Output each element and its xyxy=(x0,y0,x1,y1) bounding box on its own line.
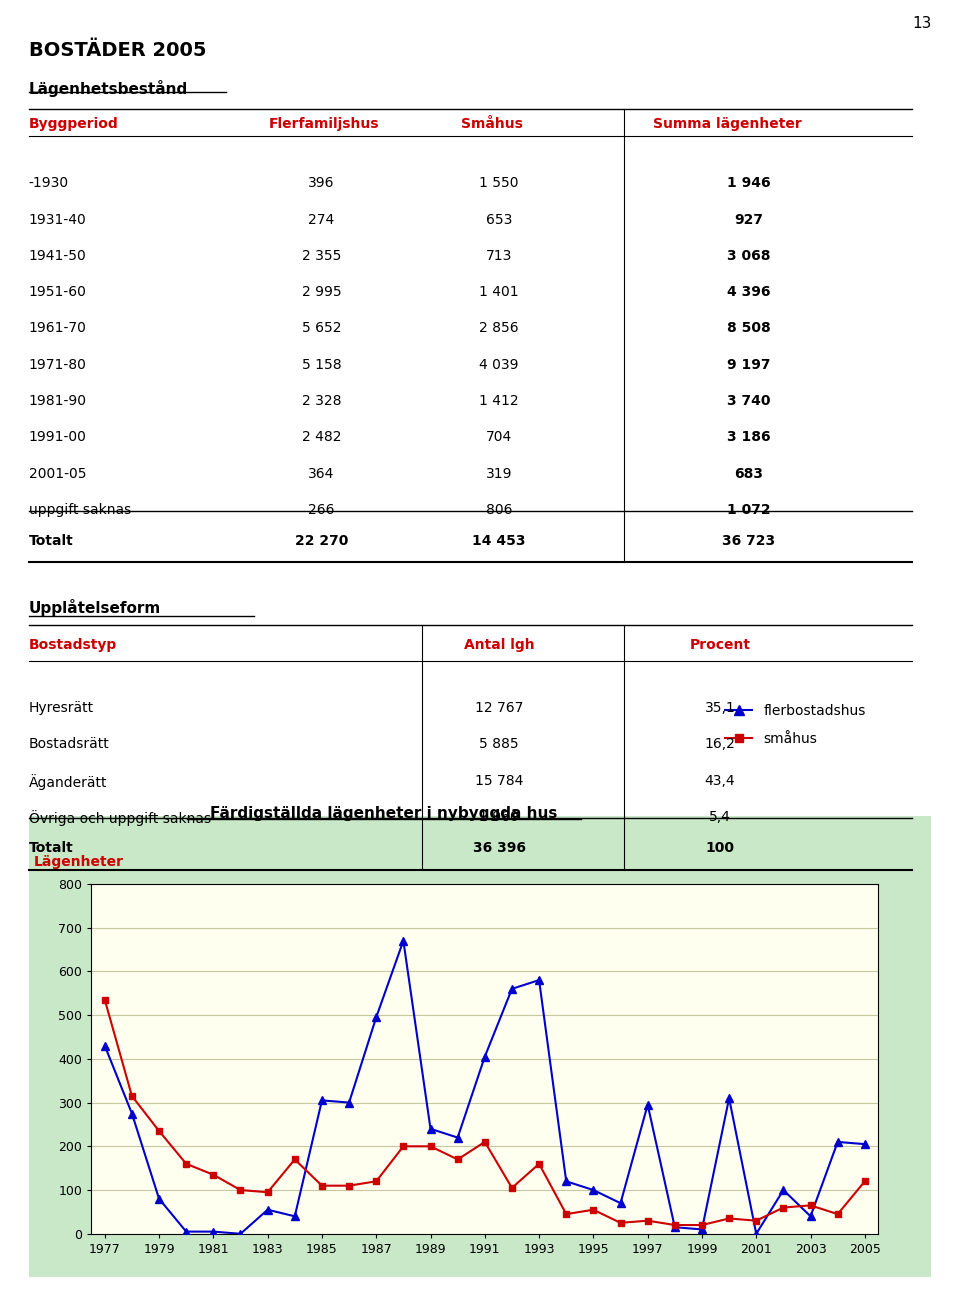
Text: 1971-80: 1971-80 xyxy=(29,358,86,372)
Text: 12 767: 12 767 xyxy=(475,701,523,715)
Text: Procent: Procent xyxy=(689,638,751,652)
Text: 653: 653 xyxy=(486,213,513,227)
Text: Småhus: Småhus xyxy=(461,117,522,131)
Text: Färdigställda lägenheter i nybyggda hus: Färdigställda lägenheter i nybyggda hus xyxy=(210,806,558,822)
Text: 4 039: 4 039 xyxy=(479,358,519,372)
Text: 1 072: 1 072 xyxy=(727,503,771,517)
Text: 36 723: 36 723 xyxy=(722,534,776,548)
Text: 1 550: 1 550 xyxy=(479,176,519,191)
Text: 274: 274 xyxy=(308,213,335,227)
Text: 2001-05: 2001-05 xyxy=(29,467,86,481)
Text: 2 995: 2 995 xyxy=(301,285,342,299)
Text: 2 355: 2 355 xyxy=(301,249,342,263)
Text: 43,4: 43,4 xyxy=(705,774,735,788)
Text: -1930: -1930 xyxy=(29,176,69,191)
Text: 5,4: 5,4 xyxy=(709,810,731,824)
Text: 1 946: 1 946 xyxy=(727,176,771,191)
Text: 713: 713 xyxy=(486,249,513,263)
Text: Hyresrätt: Hyresrätt xyxy=(29,701,94,715)
Text: 319: 319 xyxy=(486,467,513,481)
Text: Antal lgh: Antal lgh xyxy=(464,638,535,652)
Text: 4 396: 4 396 xyxy=(727,285,771,299)
Text: Bostadstyp: Bostadstyp xyxy=(29,638,117,652)
Text: Övriga och uppgift saknas: Övriga och uppgift saknas xyxy=(29,810,211,826)
Text: 9 197: 9 197 xyxy=(727,358,771,372)
Text: Summa lägenheter: Summa lägenheter xyxy=(653,117,802,131)
Text: 5 652: 5 652 xyxy=(301,321,342,336)
Text: 2 856: 2 856 xyxy=(479,321,519,336)
Text: 1 412: 1 412 xyxy=(479,394,519,408)
Text: 927: 927 xyxy=(734,213,763,227)
Text: 683: 683 xyxy=(734,467,763,481)
Text: 16,2: 16,2 xyxy=(705,737,735,752)
Text: Bostadsrätt: Bostadsrätt xyxy=(29,737,109,752)
Text: 3 186: 3 186 xyxy=(727,430,771,445)
Text: Totalt: Totalt xyxy=(29,841,74,855)
Text: 2 328: 2 328 xyxy=(301,394,342,408)
Text: 35,1: 35,1 xyxy=(705,701,735,715)
Text: Äganderätt: Äganderätt xyxy=(29,774,108,789)
Text: Lägenhetsbestånd: Lägenhetsbestånd xyxy=(29,80,188,97)
Text: 1941-50: 1941-50 xyxy=(29,249,86,263)
Text: 1961-70: 1961-70 xyxy=(29,321,86,336)
Text: 396: 396 xyxy=(308,176,335,191)
Text: Byggperiod: Byggperiod xyxy=(29,117,118,131)
Text: 3 068: 3 068 xyxy=(727,249,771,263)
Text: 100: 100 xyxy=(706,841,734,855)
Text: 806: 806 xyxy=(486,503,513,517)
Text: 5 885: 5 885 xyxy=(479,737,519,752)
Text: Lägenheter: Lägenheter xyxy=(34,855,124,870)
Text: 15 784: 15 784 xyxy=(475,774,523,788)
Text: 704: 704 xyxy=(486,430,513,445)
Text: 1 960: 1 960 xyxy=(479,810,519,824)
Text: 266: 266 xyxy=(308,503,335,517)
Text: Totalt: Totalt xyxy=(29,534,74,548)
Text: 14 453: 14 453 xyxy=(472,534,526,548)
Text: 364: 364 xyxy=(308,467,335,481)
Text: 3 740: 3 740 xyxy=(727,394,771,408)
Text: 22 270: 22 270 xyxy=(295,534,348,548)
Text: 1931-40: 1931-40 xyxy=(29,213,86,227)
Text: 1951-60: 1951-60 xyxy=(29,285,86,299)
Text: BOSTÄDER 2005: BOSTÄDER 2005 xyxy=(29,41,206,61)
Legend: flerbostadshus, småhus: flerbostadshus, småhus xyxy=(719,699,872,752)
Text: Flerfamiljshus: Flerfamiljshus xyxy=(269,117,379,131)
Text: 8 508: 8 508 xyxy=(727,321,771,336)
Text: 36 396: 36 396 xyxy=(472,841,526,855)
Text: uppgift saknas: uppgift saknas xyxy=(29,503,132,517)
Text: 1 401: 1 401 xyxy=(479,285,519,299)
Text: 2 482: 2 482 xyxy=(301,430,342,445)
Text: 1981-90: 1981-90 xyxy=(29,394,86,408)
Text: 5 158: 5 158 xyxy=(301,358,342,372)
Text: 13: 13 xyxy=(912,16,931,31)
Text: Upplåtelseform: Upplåtelseform xyxy=(29,599,161,616)
Text: 1991-00: 1991-00 xyxy=(29,430,86,445)
